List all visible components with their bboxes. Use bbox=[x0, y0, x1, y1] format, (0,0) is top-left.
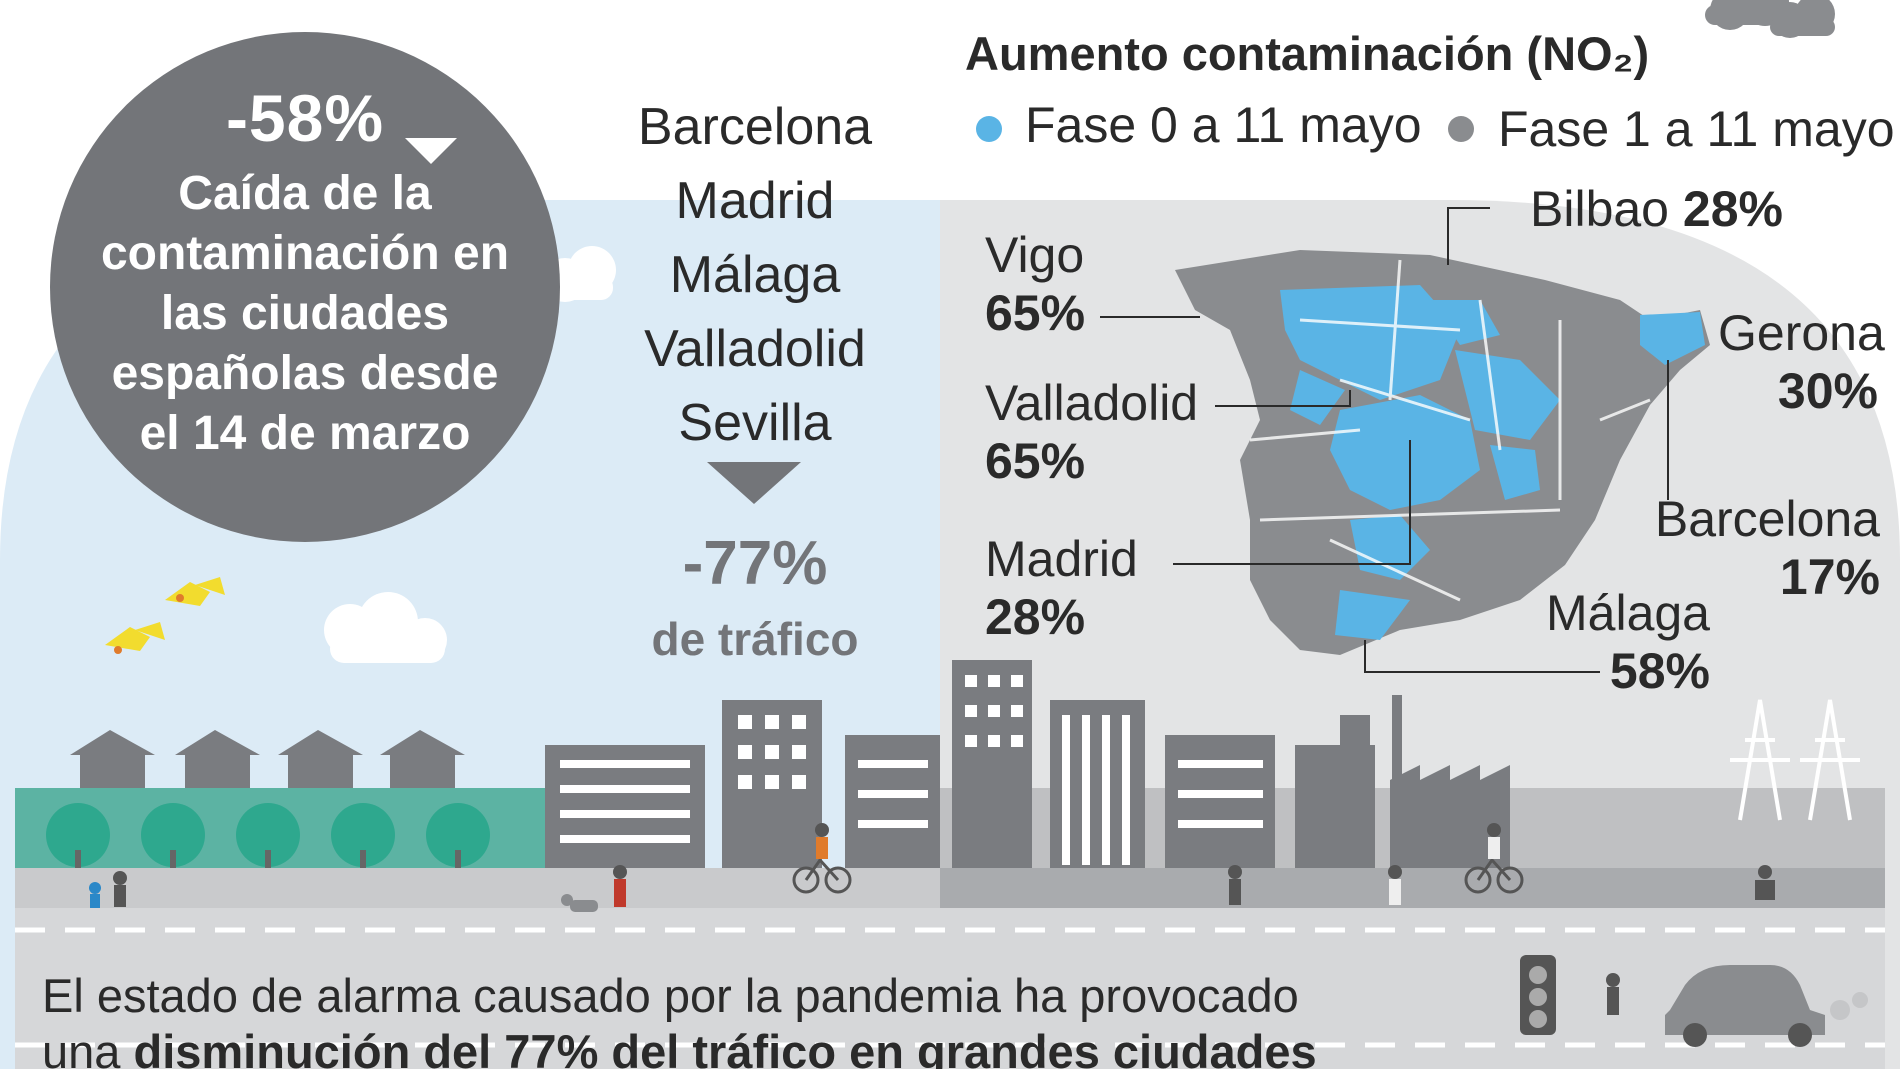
city-name: Bilbao bbox=[1530, 181, 1669, 237]
footer-line-1: El estado de alarma causado por la pande… bbox=[42, 969, 1299, 1022]
phase1-dot-icon bbox=[1448, 116, 1474, 142]
dog-icon bbox=[561, 894, 598, 912]
city-name: Madrid bbox=[985, 531, 1138, 587]
traffic-city: Valladolid bbox=[644, 320, 866, 378]
down-arrow-icon bbox=[405, 138, 457, 164]
down-arrow-icon bbox=[707, 462, 801, 504]
city-value: 65% bbox=[985, 433, 1086, 489]
road bbox=[15, 908, 1885, 1069]
footer-line-2-bold: disminución del 77% del tráfico en grand… bbox=[133, 1025, 1317, 1069]
footer-line-2-prefix: una bbox=[42, 1025, 134, 1069]
city-value: 58% bbox=[1609, 643, 1710, 699]
cyclist-riders bbox=[815, 823, 1501, 859]
city-value: 28% bbox=[985, 589, 1086, 645]
dark-cloud-icon bbox=[1705, 0, 1835, 38]
city-value: 28% bbox=[1682, 181, 1783, 237]
pollution-drop-description: Caída de la contaminación en las ciudade… bbox=[100, 167, 510, 460]
map-label-vigo: Vigo 65% bbox=[985, 226, 1085, 342]
legend-phase1-label: Fase 1 a 11 mayo bbox=[1498, 101, 1895, 157]
map-label-gerona: Gerona 30% bbox=[1718, 304, 1885, 420]
traffic-city: Málaga bbox=[669, 246, 841, 304]
city-name: Gerona bbox=[1718, 305, 1885, 361]
traffic-city: Barcelona bbox=[637, 98, 873, 156]
bicycle-icon bbox=[792, 857, 1524, 894]
traffic-light-icon bbox=[1520, 955, 1556, 1035]
road-markings bbox=[15, 927, 1885, 1048]
map-label-bilbao: Bilbao 28% bbox=[1530, 180, 1783, 238]
traffic-drop-label: de tráfico bbox=[651, 613, 859, 665]
traffic-drop-percent: -77% bbox=[682, 529, 828, 598]
car-icon bbox=[1665, 965, 1868, 1047]
houses-row bbox=[70, 730, 465, 788]
map-label-malaga: Málaga 58% bbox=[1520, 584, 1710, 700]
sidewalk-left bbox=[15, 868, 940, 908]
footer-line-2: una disminución del 77% del tráfico en g… bbox=[42, 1024, 1317, 1069]
map-label-madrid: Madrid 28% bbox=[985, 530, 1138, 646]
map-leader-lines bbox=[1100, 207, 1669, 673]
footer-text: El estado de alarma causado por la pande… bbox=[42, 968, 1317, 1069]
legend-phase0-label: Fase 0 a 11 mayo bbox=[1025, 97, 1422, 153]
map-label-valladolid: Valladolid 65% bbox=[985, 374, 1198, 490]
pedestrians bbox=[89, 865, 1775, 1015]
city-name: Málaga bbox=[1546, 585, 1710, 641]
traffic-city: Sevilla bbox=[678, 394, 832, 452]
summary-circle: -58% Caída de la contaminación en las ci… bbox=[50, 32, 560, 542]
cloud-icon bbox=[324, 246, 616, 663]
power-tower-icon bbox=[1730, 699, 1860, 821]
city-name: Valladolid bbox=[985, 375, 1199, 431]
sidewalk-right bbox=[940, 868, 1885, 908]
bird-icon bbox=[105, 577, 225, 654]
city-name: Vigo bbox=[985, 227, 1085, 283]
legend-title: Aumento contaminación (NO₂) bbox=[965, 27, 1650, 80]
city-name: Barcelona bbox=[1654, 491, 1880, 547]
city-value: 17% bbox=[1779, 549, 1880, 605]
phase0-dot-icon bbox=[976, 116, 1002, 142]
map-label-barcelona: Barcelona 17% bbox=[1640, 490, 1880, 606]
traffic-city-list: Barcelona Madrid Málaga Valladolid Sevil… bbox=[630, 90, 880, 460]
tree-row bbox=[46, 803, 490, 880]
spain-map bbox=[1175, 250, 1710, 655]
pollution-drop-percent: -58% bbox=[225, 81, 385, 155]
city-value: 65% bbox=[985, 285, 1086, 341]
city-value: 30% bbox=[1777, 363, 1878, 419]
traffic-city: Madrid bbox=[675, 172, 835, 230]
